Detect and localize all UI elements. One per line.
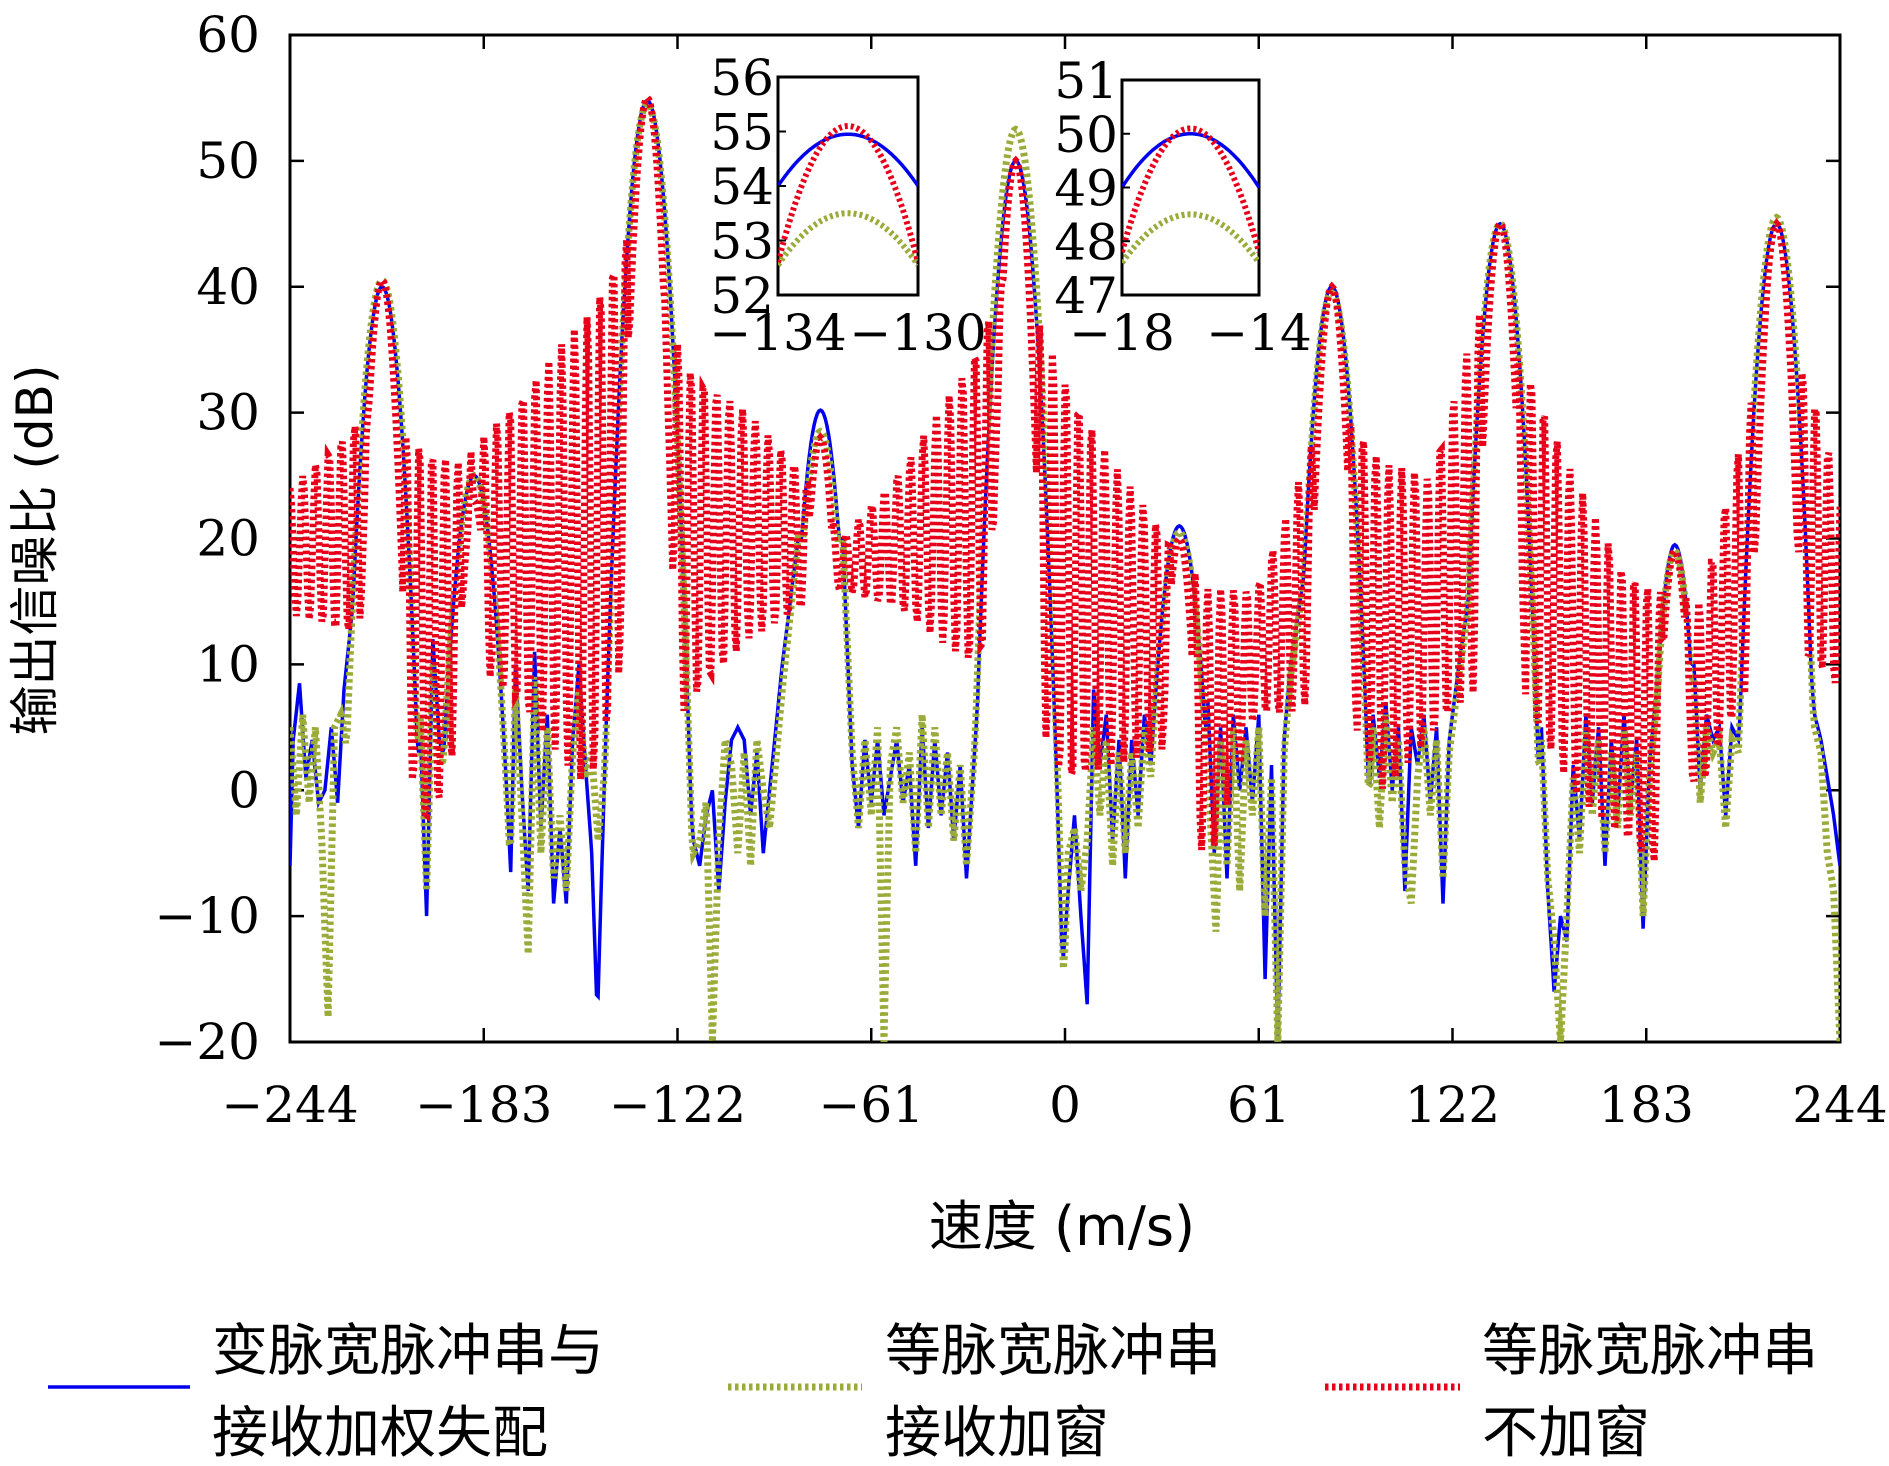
x-tick-label: −61 — [818, 1076, 924, 1134]
inset-curve-2 — [778, 210, 918, 267]
y-tick-label: 0 — [228, 761, 260, 819]
inset-x-tick-label: −14 — [1206, 304, 1312, 362]
x-tick-label: 244 — [1792, 1076, 1887, 1134]
inset-x-tick-label: −134 — [709, 304, 846, 362]
y-tick-label: 50 — [196, 132, 260, 190]
y-tick-label: 30 — [196, 384, 260, 442]
inset-y-tick-label: 50 — [1054, 106, 1118, 164]
inset-y-tick-label: 53 — [710, 213, 774, 271]
inset-y-tick-label: 51 — [1054, 52, 1118, 110]
inset-y-tick-label: 47 — [1054, 267, 1118, 325]
x-tick-label: 0 — [1049, 1076, 1081, 1134]
series-line-2 — [290, 100, 1840, 1042]
inset-curve-2 — [1122, 211, 1259, 265]
x-axis-label: 速度 (m/s) — [929, 1195, 1195, 1258]
series-line-3 — [290, 92, 1840, 862]
inset-curve-1 — [1122, 132, 1259, 189]
y-tick-label: −10 — [154, 887, 260, 945]
main-plot-area: −244 −183 −122 −61 0 61 122 183 244 −20 −10 0 10 20 30… — [154, 6, 1887, 1134]
x-tick-label: −122 — [609, 1076, 746, 1134]
inset-x-tick-label: −130 — [849, 304, 986, 362]
legend-label: 接收加窗 — [885, 1401, 1109, 1461]
x-tick-label: −244 — [221, 1076, 358, 1134]
inset-y-tick-label: 48 — [1054, 213, 1118, 271]
x-tick-label: 183 — [1599, 1076, 1694, 1134]
inset-y-tick-label: 54 — [710, 158, 774, 216]
y-axis-label: 输出信噪比 (dB) — [6, 365, 64, 736]
inset-x-tick-label: −18 — [1069, 304, 1175, 362]
x-tick-label: 122 — [1405, 1076, 1500, 1134]
legend-label: 不加窗 — [1482, 1401, 1650, 1461]
y-tick-label: 10 — [196, 635, 260, 693]
inset-y-tick-label: 55 — [710, 104, 774, 162]
y-tick-label: 20 — [196, 510, 260, 568]
x-tick-label: 61 — [1227, 1076, 1291, 1134]
inset-curve-3 — [1122, 125, 1259, 253]
inset-curve-1 — [778, 132, 918, 187]
legend-label: 等脉宽脉冲串 — [1482, 1319, 1818, 1384]
inset-y-tick-label: 56 — [710, 49, 774, 107]
legend-label: 变脉宽脉冲串与 — [212, 1319, 604, 1384]
y-tick-label: −20 — [154, 1013, 260, 1071]
inset-y-tick-label: 52 — [710, 267, 774, 325]
y-tick-label: 60 — [196, 6, 260, 64]
x-tick-label: −183 — [415, 1076, 552, 1134]
inset-curve-3 — [778, 122, 918, 264]
inset-y-tick-label: 49 — [1054, 160, 1118, 218]
y-tick-label: 40 — [196, 258, 260, 316]
legend-label: 等脉宽脉冲串 — [885, 1319, 1221, 1384]
legend-label: 接收加权失配 — [212, 1401, 548, 1461]
